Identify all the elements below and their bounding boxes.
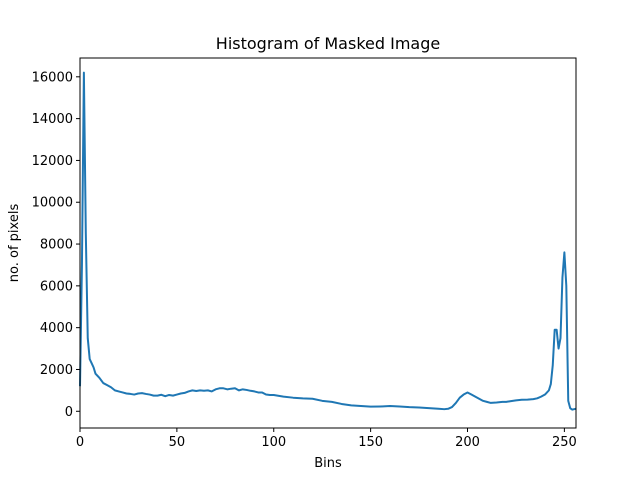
y-tick-label: 10000	[32, 196, 73, 211]
chart-title: Histogram of Masked Image	[216, 34, 440, 53]
y-tick-label: 6000	[40, 279, 73, 294]
x-tick-label: 100	[261, 435, 286, 450]
x-tick-label: 0	[76, 435, 84, 450]
plot-area	[80, 58, 576, 428]
x-tick-label: 250	[552, 435, 577, 450]
tick-layer: 0 50 100 150 200 250 0 2000 4000 6000 8000 10000 120…	[32, 70, 577, 450]
y-tick-label: 8000	[40, 238, 73, 253]
data-layer	[79, 71, 577, 411]
x-axis-label: Bins	[314, 456, 342, 471]
y-tick-label: 4000	[40, 321, 73, 336]
x-tick-label: 200	[455, 435, 480, 450]
x-tick-label: 150	[358, 435, 383, 450]
x-tick-label: 50	[169, 435, 186, 450]
y-tick-label: 14000	[32, 112, 73, 127]
y-tick-label: 2000	[40, 363, 73, 378]
y-tick-label: 16000	[32, 70, 73, 85]
y-tick-label: 12000	[32, 154, 73, 169]
plot-frame	[79, 57, 577, 429]
y-axis-label: no. of pixels	[7, 204, 22, 283]
histogram-series-line	[79, 71, 577, 411]
y-tick-label: 0	[65, 405, 73, 420]
